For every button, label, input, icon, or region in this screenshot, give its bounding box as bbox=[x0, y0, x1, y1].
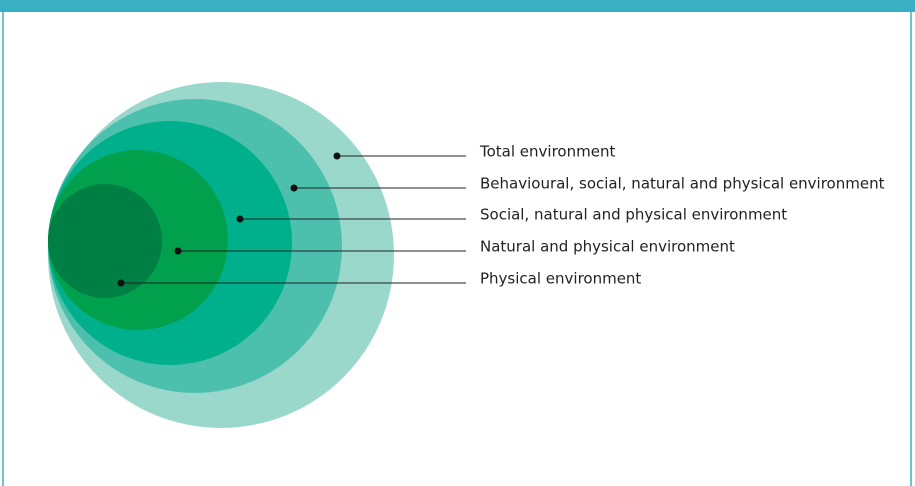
leader-dot bbox=[236, 215, 244, 223]
leader-dot bbox=[174, 247, 182, 255]
callouts: Total environment Behavioural, social, na… bbox=[117, 143, 885, 288]
leader-dot bbox=[333, 152, 341, 160]
leader-dot bbox=[117, 279, 125, 287]
layer-circle bbox=[48, 184, 162, 298]
layer-label: Total environment bbox=[479, 143, 615, 161]
layer-label: Natural and physical environment bbox=[480, 238, 735, 256]
nested-circles bbox=[48, 82, 394, 428]
top-bar bbox=[0, 0, 915, 12]
leader-dot bbox=[290, 184, 298, 192]
layer-label: Physical environment bbox=[480, 270, 641, 288]
layer-label: Behavioural, social, natural and physica… bbox=[480, 175, 885, 193]
layer-label: Social, natural and physical environment bbox=[480, 206, 787, 224]
